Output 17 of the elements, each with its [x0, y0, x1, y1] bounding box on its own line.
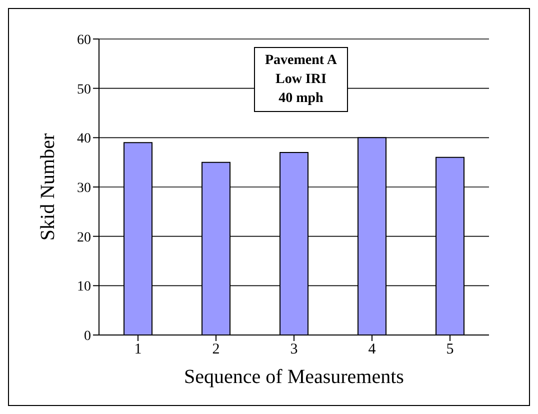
x-tick-label: 3	[290, 342, 298, 358]
x-tick-label: 5	[446, 342, 454, 358]
annotation: Pavement A	[265, 52, 337, 70]
y-tick-label: 30	[77, 180, 91, 196]
x-axis-title: Sequence of Measurements	[184, 366, 404, 388]
x-tick-label: 1	[134, 342, 142, 358]
y-tick-label: 60	[77, 32, 91, 48]
y-tick-label: 20	[77, 230, 91, 246]
y-tick-label: 0	[84, 328, 91, 344]
x-tick-label: 2	[212, 342, 220, 358]
x-tick-label: 4	[368, 342, 376, 358]
y-tick-label: 40	[77, 132, 91, 147]
y-tick-label: 10	[77, 280, 91, 295]
annotation: Low IRI	[274, 71, 328, 89]
y-axis-title: Skid Number	[37, 133, 60, 241]
annotation: 40 mph	[278, 90, 324, 108]
y-tick-label: 50	[77, 82, 91, 98]
